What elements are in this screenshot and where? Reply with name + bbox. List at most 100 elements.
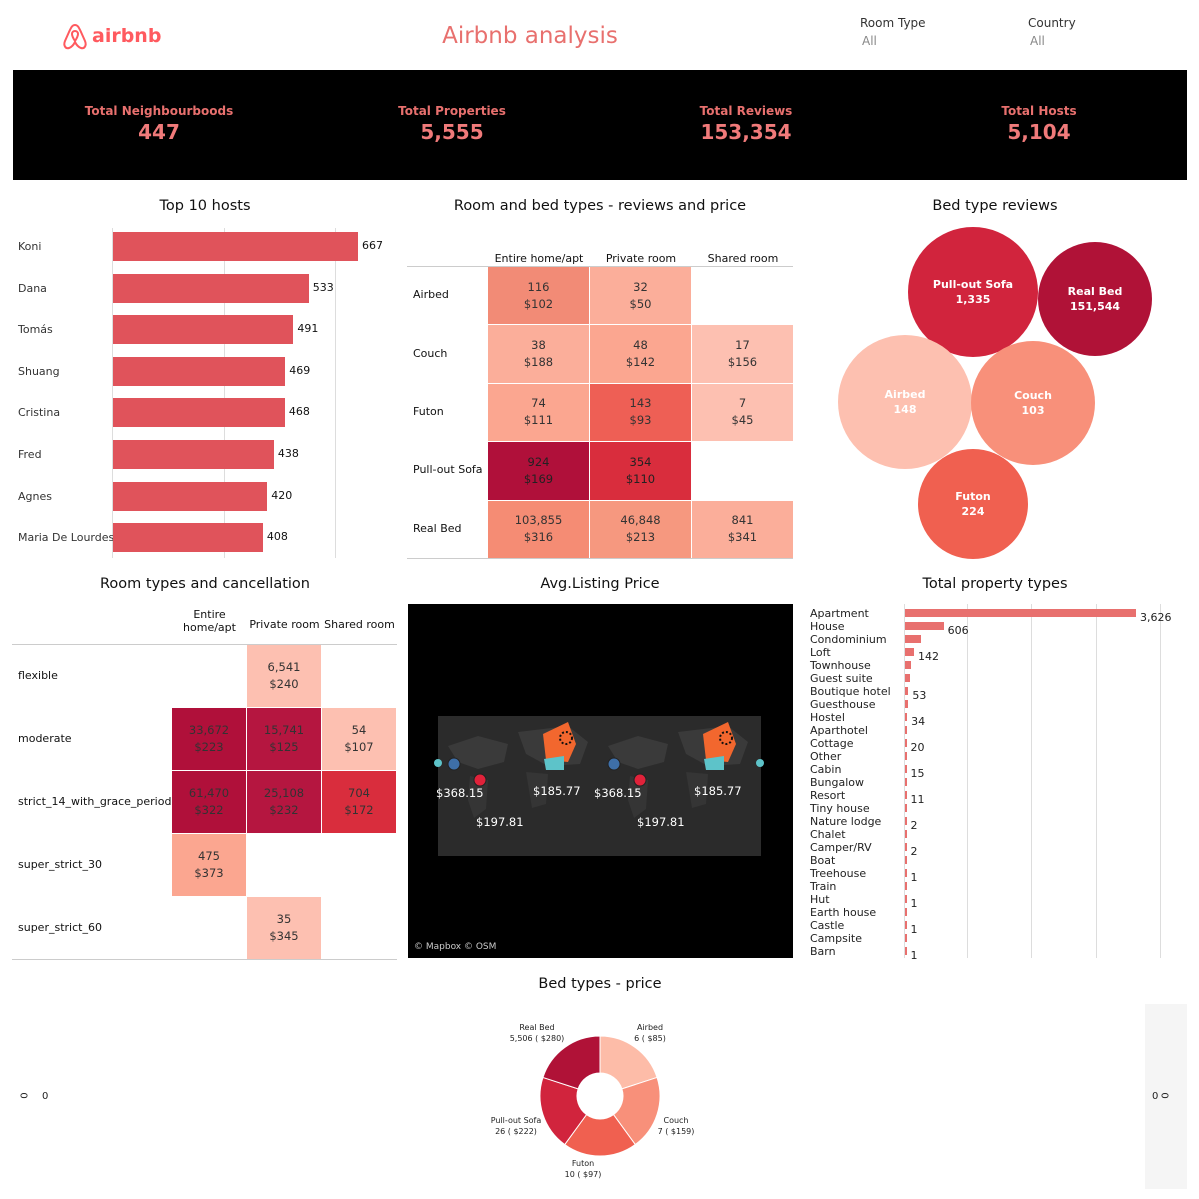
cell-price: $93 — [629, 413, 652, 428]
heatmap-cell[interactable]: 74 $111 — [488, 383, 589, 442]
heatmap-cell[interactable]: 6,541 $240 — [247, 645, 321, 707]
host-bar[interactable] — [113, 273, 309, 303]
host-bar[interactable] — [113, 440, 274, 469]
cell-count: 33,672 — [188, 723, 230, 737]
heatmap-cell[interactable]: 7 $45 — [692, 383, 793, 442]
property-type-bar[interactable] — [905, 830, 907, 838]
bubble[interactable]: Pull-out Sofa 1,335 — [908, 227, 1038, 357]
property-type-value: 11 — [910, 793, 925, 806]
property-type-value: 34 — [911, 715, 926, 728]
donut-label-name: Real Bed — [519, 1023, 555, 1032]
property-type-name: Hut — [810, 893, 830, 906]
property-type-bar[interactable] — [905, 947, 907, 955]
property-type-bar[interactable] — [905, 869, 907, 877]
heatmap-cell[interactable]: 475 $373 — [172, 834, 246, 896]
property-type-bar[interactable] — [905, 791, 907, 799]
bubble-name: Futon — [955, 490, 991, 503]
donut-label-value: 5,506 ( $280) — [509, 1034, 565, 1043]
cell-count: 475 — [198, 849, 220, 863]
heatmap-cell[interactable]: 48 $142 — [590, 325, 691, 383]
heatmap-cell[interactable]: 54 $107 — [322, 708, 396, 770]
bubble[interactable]: Airbed 148 — [838, 335, 972, 469]
map-credit[interactable]: © Mapbox © OSM — [414, 942, 497, 952]
host-name: Dana — [18, 281, 47, 295]
property-type-bar[interactable] — [905, 635, 921, 643]
property-type-bar[interactable] — [905, 674, 911, 682]
map-label: $368.15 — [594, 786, 642, 800]
property-type-name: Earth house — [810, 906, 877, 919]
host-bar[interactable] — [113, 232, 358, 261]
heatmap-cell[interactable]: 354 $110 — [590, 442, 691, 500]
host-bar[interactable] — [113, 523, 263, 553]
heatmap-cell[interactable]: 704 $172 — [322, 771, 396, 833]
property-type-bar[interactable] — [905, 713, 908, 721]
heatmap-cell[interactable]: 33,672 $223 — [172, 708, 246, 770]
property-type-bar[interactable] — [905, 700, 908, 708]
donut-slice[interactable] — [542, 1035, 601, 1090]
heatmap-cell[interactable]: 841 $341 — [692, 500, 793, 558]
host-bar[interactable] — [113, 315, 294, 345]
bubble-name: Pull-out Sofa — [932, 278, 1014, 291]
property-type-bar[interactable] — [905, 934, 907, 942]
heatmap-cell[interactable]: 15,741 $125 — [247, 708, 321, 770]
host-bar[interactable] — [113, 356, 286, 386]
property-type-bar[interactable] — [905, 726, 907, 734]
property-type-bar[interactable] — [905, 739, 907, 747]
map-label: $185.77 — [694, 784, 742, 798]
host-bar[interactable] — [113, 398, 285, 428]
heatmap-cell[interactable]: 32 $50 — [590, 267, 691, 325]
price-map[interactable]: $185.77 $368.15 $197.81 $185.77 $368.15 … — [408, 604, 793, 958]
property-type-bar[interactable] — [905, 817, 907, 825]
heatmap-cell[interactable]: 46,848 $213 — [590, 500, 691, 558]
heatmap-cell[interactable]: 17 $156 — [692, 325, 793, 383]
donut-label-name: Couch — [663, 1116, 689, 1125]
room-type-filter[interactable]: All — [862, 34, 877, 48]
axis-line — [112, 228, 113, 558]
heatmap-cell[interactable]: 116 $102 — [488, 267, 589, 325]
cell-price: $125 — [269, 740, 299, 754]
heatmap-cell[interactable]: 25,108 $232 — [247, 771, 321, 833]
heatmap-cell[interactable]: 35 $345 — [247, 897, 321, 959]
bubble[interactable]: Couch 103 — [971, 341, 1095, 465]
property-type-bar[interactable] — [905, 661, 912, 669]
property-type-name: Boat — [810, 854, 836, 867]
property-type-bar[interactable] — [905, 765, 907, 773]
column-header: Entire home/apt — [494, 252, 584, 265]
property-type-name: Treehouse — [810, 867, 867, 880]
donut-label: Couch 7 ( $159) — [646, 1115, 706, 1137]
property-type-bar[interactable] — [905, 622, 944, 630]
right-scroll-panel[interactable] — [1145, 1004, 1187, 1189]
property-type-bar[interactable] — [905, 687, 909, 695]
property-types-title: Total property types — [922, 576, 1068, 592]
kpi-band: Total Neighbourboods 447 Total Propertie… — [13, 70, 1187, 180]
property-type-bar[interactable] — [905, 752, 907, 760]
host-value: 533 — [312, 280, 334, 294]
property-type-bar[interactable] — [905, 843, 907, 851]
top-hosts-title: Top 10 hosts — [159, 198, 251, 214]
room-type-filter-label: Room Type — [860, 16, 926, 30]
property-type-bar[interactable] — [905, 778, 907, 786]
heatmap-cell[interactable]: 61,470 $322 — [172, 771, 246, 833]
heatmap-cell[interactable]: 103,855 $316 — [488, 500, 589, 558]
property-type-bar[interactable] — [905, 856, 907, 864]
property-type-bar[interactable] — [905, 648, 915, 656]
property-type-value: 15 — [910, 767, 925, 780]
property-type-bar[interactable] — [905, 882, 907, 890]
heatmap-cell[interactable]: 924 $169 — [488, 442, 589, 500]
heatmap-cell[interactable]: 143 $93 — [590, 383, 691, 442]
property-type-bar[interactable] — [905, 609, 1136, 617]
bubble[interactable]: Futon 224 — [918, 449, 1028, 559]
cell-price: $345 — [269, 929, 299, 943]
host-bar[interactable] — [113, 481, 268, 511]
property-type-bar[interactable] — [905, 895, 907, 903]
bubble[interactable]: Real Bed 151,544 — [1038, 242, 1152, 356]
heatmap-cell[interactable]: 38 $188 — [488, 325, 589, 383]
property-type-bar[interactable] — [905, 921, 907, 929]
column-header: Private room — [605, 252, 677, 265]
property-type-bar[interactable] — [905, 804, 907, 812]
cell-price: $373 — [194, 866, 224, 880]
property-type-bar[interactable] — [905, 908, 907, 916]
cell-count: 6,541 — [267, 660, 301, 674]
country-filter[interactable]: All — [1030, 34, 1045, 48]
axis-line — [904, 604, 905, 958]
